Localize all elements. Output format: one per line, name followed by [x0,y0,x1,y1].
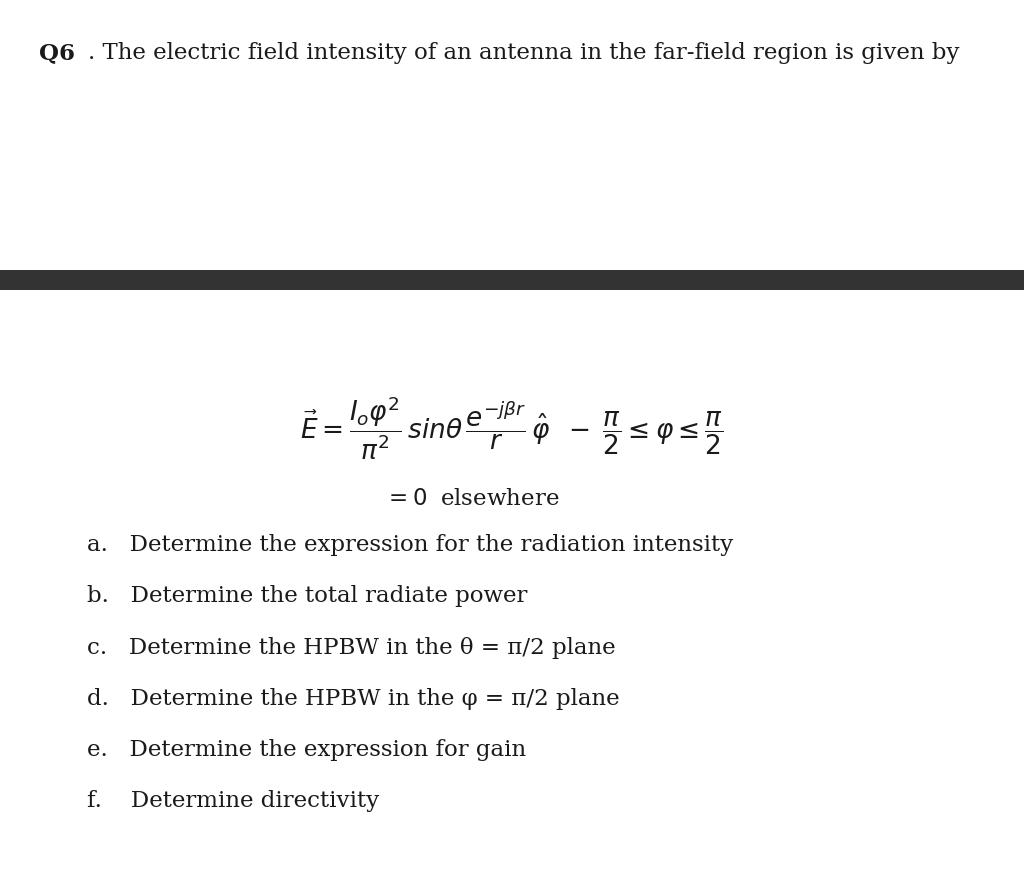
Text: a.   Determine the expression for the radiation intensity: a. Determine the expression for the radi… [87,534,733,556]
Text: $= 0\;$ elsewhere: $= 0\;$ elsewhere [384,488,559,509]
Text: $\vec{E} = \dfrac{I_o\varphi^2}{\pi^2}\,sin\theta\,\dfrac{e^{-j\beta r}}{r}\,\ha: $\vec{E} = \dfrac{I_o\varphi^2}{\pi^2}\,… [300,395,724,462]
Text: d.   Determine the HPBW in the φ = π/2 plane: d. Determine the HPBW in the φ = π/2 pla… [87,688,620,710]
Text: . The electric field intensity of an antenna in the far-field region is given by: . The electric field intensity of an ant… [88,42,959,64]
Text: e.   Determine the expression for gain: e. Determine the expression for gain [87,739,526,761]
Text: Q6: Q6 [39,42,75,64]
Text: f.    Determine directivity: f. Determine directivity [87,790,379,812]
Text: c.   Determine the HPBW in the θ = π/2 plane: c. Determine the HPBW in the θ = π/2 pla… [87,637,615,659]
Bar [0,270,1024,290]
Text: b.   Determine the total radiate power: b. Determine the total radiate power [87,585,527,608]
